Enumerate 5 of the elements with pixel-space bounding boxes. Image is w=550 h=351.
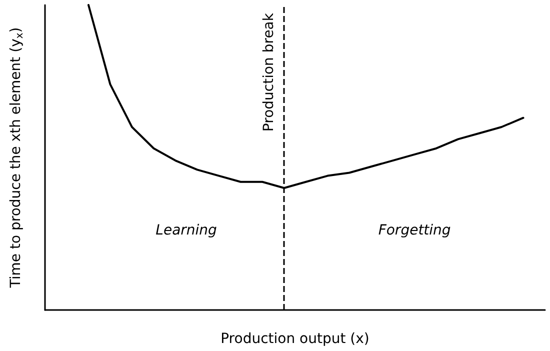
- y-axis-title: Time to produce the xth element (yx): [8, 27, 26, 289]
- annotation: Learning: [156, 222, 218, 239]
- x-axis-title: Production output (x): [220, 331, 370, 347]
- text: Production break: [261, 13, 278, 132]
- annotation: Forgetting: [378, 222, 451, 239]
